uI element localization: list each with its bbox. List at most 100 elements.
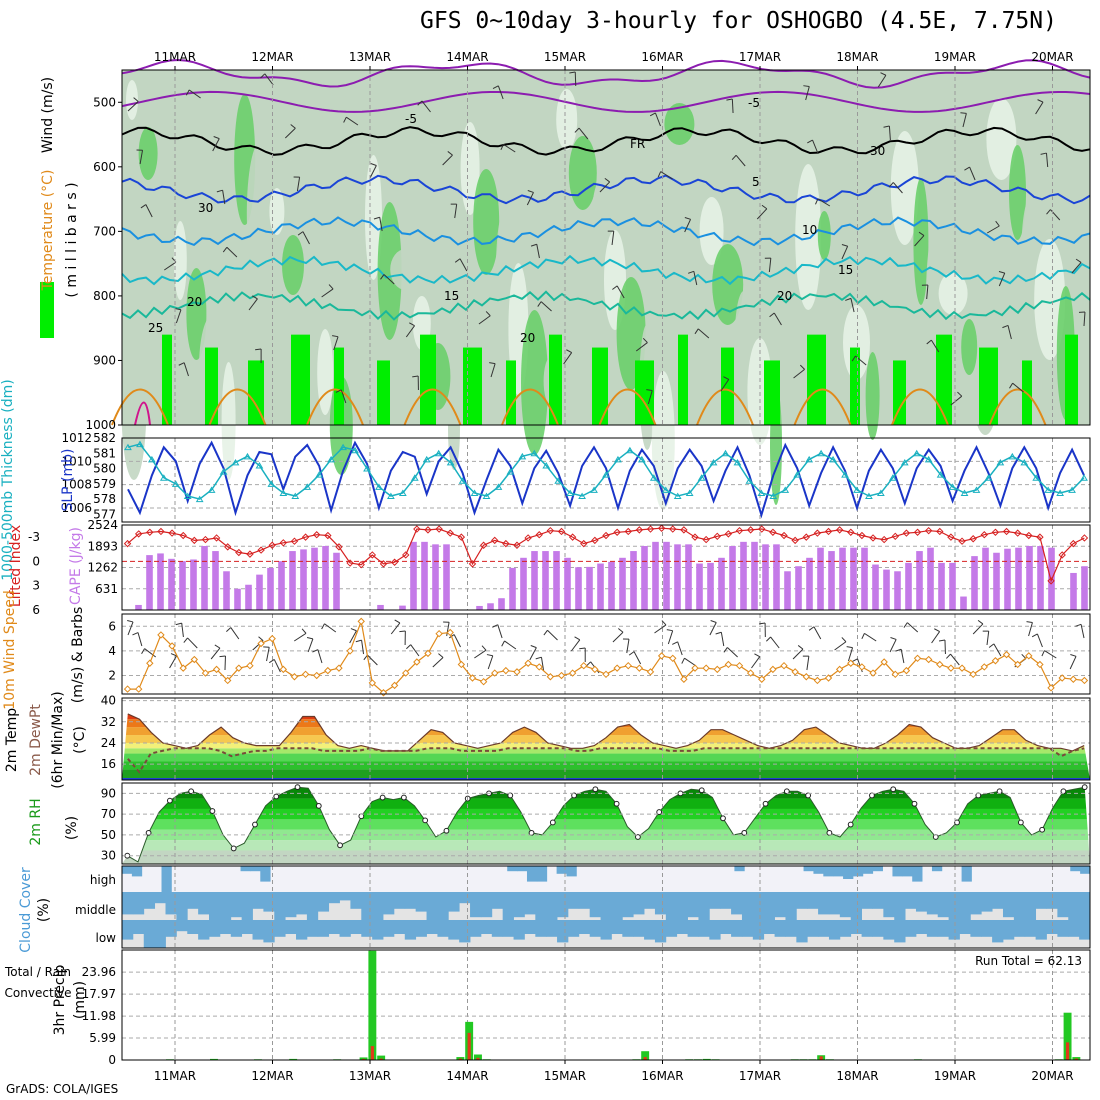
wind-barb-feather — [394, 619, 401, 624]
rh-tick-label: 50 — [101, 828, 116, 842]
wind-speed-marker — [936, 660, 944, 669]
cape-bar — [982, 547, 989, 610]
wind-barb-feather — [646, 389, 653, 392]
rh-region — [986, 98, 1017, 180]
rh-high-region — [936, 334, 952, 425]
y-tick-label: 600 — [93, 160, 116, 174]
wind-barb — [986, 631, 990, 646]
wind-barb-feather — [500, 144, 504, 151]
wind-speed-marker — [980, 663, 989, 671]
cloud-high-bar — [1080, 866, 1091, 874]
rh-high-region — [205, 347, 218, 425]
rh-marker — [635, 834, 641, 840]
li-marker — [724, 530, 733, 538]
precip-total-bar — [368, 950, 377, 1060]
isotherm-line — [121, 126, 1091, 156]
cloud-middle-bar — [611, 892, 623, 920]
wind-barb-feather — [681, 657, 685, 664]
cloud-low-bar — [361, 920, 373, 937]
cloud-low-bar — [665, 920, 678, 937]
wind-barb-feather — [501, 640, 505, 647]
cloud-middle-bar — [687, 892, 699, 918]
cloud-low-bar — [306, 920, 319, 937]
wind-barb-feather — [486, 654, 493, 657]
wind-speed-marker — [201, 669, 210, 677]
wind-barb — [817, 198, 831, 207]
contour-label: 30 — [870, 144, 885, 158]
cloud-middle-bar — [198, 892, 210, 915]
li-marker — [290, 537, 299, 545]
cloud-low-bar — [535, 920, 547, 937]
wind-barb — [950, 395, 963, 406]
y-axis-label-temp: (6hr Min/Max) — [50, 691, 66, 788]
wind-barb — [175, 309, 182, 324]
li-line — [127, 527, 1085, 583]
rh-tick-label: 90 — [101, 786, 116, 800]
rh-high-region — [291, 334, 310, 425]
wind-barb-feather — [988, 643, 995, 648]
panel-frame — [121, 697, 1091, 781]
wind-speed-marker — [858, 663, 866, 671]
wind-speed-marker — [1080, 676, 1089, 685]
panel-frame — [121, 613, 1091, 695]
wind-barb-feather — [373, 216, 380, 220]
cloud-middle-bar — [437, 892, 449, 920]
x-tick-label-bottom: 20MAR — [1031, 1069, 1073, 1083]
rh-marker — [954, 819, 960, 826]
wind-barb — [735, 154, 746, 167]
thickness-marker — [614, 455, 622, 463]
li-marker — [357, 560, 365, 569]
cape-bar — [817, 547, 824, 610]
wind-barb — [264, 73, 274, 86]
wind-barb — [611, 231, 615, 246]
wind-barb-feather — [903, 622, 908, 628]
cloud-middle-bar — [404, 892, 417, 909]
cape-bar — [487, 603, 494, 610]
cloud-high-bar — [892, 866, 903, 877]
thickness-marker — [506, 468, 515, 475]
cloud-middle-bar — [981, 892, 993, 912]
wind-barb-feather — [918, 231, 925, 237]
cape-bar — [421, 541, 428, 610]
cape-bar — [300, 549, 307, 610]
wind-barb — [667, 630, 674, 645]
cloud-high-bar — [931, 866, 943, 872]
cloud-middle-bar — [415, 892, 427, 912]
wind-barb-feather — [726, 98, 733, 101]
thickness-marker — [936, 471, 945, 478]
cloud-low-bar — [818, 920, 830, 937]
wind-speed-marker — [969, 670, 977, 679]
temp-band — [122, 719, 1090, 728]
temp-band — [122, 769, 1090, 780]
precip-total-bar — [377, 1055, 386, 1060]
cloud-low-bar — [807, 920, 819, 937]
wind-barb — [877, 74, 887, 88]
wind-barb-feather — [447, 151, 453, 156]
thickness-marker — [147, 455, 156, 463]
thickness-marker — [626, 446, 634, 454]
wind-barb-feather — [797, 645, 804, 650]
cloud-high-bar — [912, 866, 923, 882]
thickness-marker — [996, 458, 1005, 466]
cape-bar — [1070, 572, 1077, 610]
thickness-marker — [458, 477, 467, 484]
wind-barb — [340, 389, 347, 404]
wind-barb — [284, 127, 296, 139]
li-tick-label: 0 — [32, 554, 40, 568]
wind-barb — [453, 634, 461, 648]
wind-barb — [969, 166, 976, 181]
wind-barb — [432, 657, 444, 668]
wind-speed-marker — [869, 669, 877, 677]
cloud-middle-bar — [535, 892, 547, 920]
wind-speed-marker — [123, 685, 132, 693]
cape-bar — [575, 567, 582, 610]
li-marker — [1047, 577, 1055, 585]
cloud-middle-bar — [578, 892, 591, 909]
li-marker — [591, 536, 599, 545]
li-marker — [1058, 551, 1066, 559]
temp-tick-label: 40 — [101, 694, 116, 708]
wind-speed-marker — [223, 676, 232, 685]
cloud-middle-bar — [328, 892, 340, 904]
rh-high-region — [506, 360, 516, 425]
li-marker — [246, 550, 254, 558]
